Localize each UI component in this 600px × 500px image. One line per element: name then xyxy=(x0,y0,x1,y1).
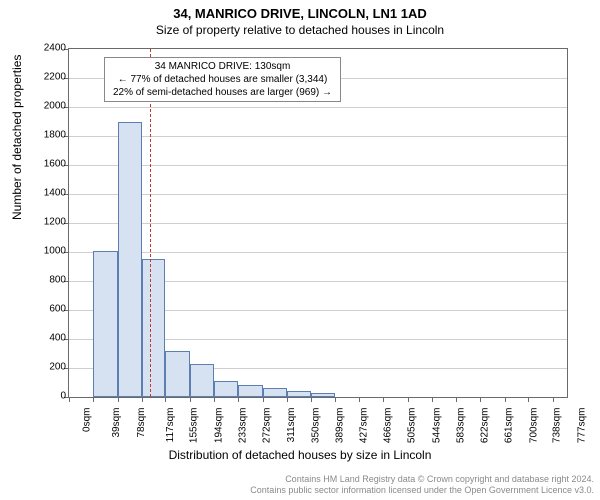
xtick-mark xyxy=(93,397,94,402)
xtick-label: 738sqm xyxy=(552,408,563,444)
ytick-label: 1600 xyxy=(26,159,66,170)
xtick-mark xyxy=(480,397,481,402)
xtick-label: 272sqm xyxy=(262,408,273,444)
gridline xyxy=(69,194,567,195)
xtick-mark xyxy=(165,397,166,402)
ytick-label: 1200 xyxy=(26,217,66,228)
annotation-line: 34 MANRICO DRIVE: 130sqm xyxy=(113,60,332,73)
histogram-bar xyxy=(142,259,166,397)
ytick-label: 1400 xyxy=(26,188,66,199)
ytick-label: 2400 xyxy=(26,43,66,54)
annotation-line: 22% of semi-detached houses are larger (… xyxy=(113,86,332,99)
xtick-mark xyxy=(238,397,239,402)
ytick-label: 600 xyxy=(26,304,66,315)
xtick-mark xyxy=(432,397,433,402)
ytick-label: 1000 xyxy=(26,246,66,257)
ytick-label: 2200 xyxy=(26,72,66,83)
histogram-bar xyxy=(214,381,238,397)
histogram-bar xyxy=(311,393,335,397)
annotation-box: 34 MANRICO DRIVE: 130sqm ← 77% of detach… xyxy=(104,57,341,102)
xtick-mark xyxy=(287,397,288,402)
ytick-label: 1800 xyxy=(26,130,66,141)
xtick-mark xyxy=(263,397,264,402)
xtick-label: 194sqm xyxy=(213,408,224,444)
ytick-label: 800 xyxy=(26,275,66,286)
histogram-bar xyxy=(93,251,117,397)
gridline xyxy=(69,223,567,224)
xtick-mark xyxy=(505,397,506,402)
xtick-mark xyxy=(335,397,336,402)
xtick-mark xyxy=(408,397,409,402)
xtick-label: 505sqm xyxy=(407,408,418,444)
title-main: 34, MANRICO DRIVE, LINCOLN, LN1 1AD xyxy=(0,0,600,21)
histogram-bar xyxy=(190,364,214,397)
histogram-bar xyxy=(263,388,287,397)
xtick-label: 583sqm xyxy=(455,408,466,444)
xtick-mark xyxy=(383,397,384,402)
footer-line: Contains public sector information licen… xyxy=(0,485,594,496)
histogram-chart: 34 MANRICO DRIVE: 130sqm ← 77% of detach… xyxy=(68,48,568,398)
annotation-line: ← 77% of detached houses are smaller (3,… xyxy=(113,73,332,86)
xtick-label: 233sqm xyxy=(238,408,249,444)
xtick-mark xyxy=(214,397,215,402)
y-axis-label: Number of detached properties xyxy=(10,55,24,220)
xtick-label: 427sqm xyxy=(358,408,369,444)
xtick-label: 466sqm xyxy=(383,408,394,444)
xtick-mark xyxy=(142,397,143,402)
footer-line: Contains HM Land Registry data © Crown c… xyxy=(0,474,594,485)
gridline xyxy=(69,252,567,253)
gridline xyxy=(69,165,567,166)
ytick-label: 200 xyxy=(26,362,66,373)
ytick-label: 400 xyxy=(26,333,66,344)
xtick-mark xyxy=(118,397,119,402)
xtick-label: 544sqm xyxy=(431,408,442,444)
xtick-mark xyxy=(359,397,360,402)
xtick-label: 117sqm xyxy=(165,408,176,443)
histogram-bar xyxy=(118,122,142,398)
histogram-bar xyxy=(165,351,189,397)
xtick-mark xyxy=(456,397,457,402)
xtick-label: 0sqm xyxy=(81,408,92,432)
xtick-label: 661sqm xyxy=(504,408,515,444)
xtick-label: 700sqm xyxy=(528,408,539,444)
xtick-mark xyxy=(528,397,529,402)
xtick-mark xyxy=(311,397,312,402)
xtick-label: 389sqm xyxy=(335,408,346,444)
gridline xyxy=(69,136,567,137)
title-sub: Size of property relative to detached ho… xyxy=(0,21,600,37)
xtick-mark xyxy=(190,397,191,402)
ytick-label: 2000 xyxy=(26,101,66,112)
xtick-label: 622sqm xyxy=(480,408,491,444)
xtick-label: 78sqm xyxy=(136,408,147,438)
histogram-bar xyxy=(287,391,311,397)
ytick-label: 0 xyxy=(26,391,66,402)
xtick-mark xyxy=(69,397,70,402)
xtick-label: 39sqm xyxy=(111,408,122,438)
xtick-label: 350sqm xyxy=(310,408,321,444)
gridline xyxy=(69,107,567,108)
x-axis-label: Distribution of detached houses by size … xyxy=(0,448,600,462)
xtick-mark xyxy=(553,397,554,402)
histogram-bar xyxy=(238,385,262,397)
attribution-footer: Contains HM Land Registry data © Crown c… xyxy=(0,474,594,496)
xtick-label: 311sqm xyxy=(285,408,296,443)
xtick-label: 777sqm xyxy=(576,408,587,444)
xtick-label: 155sqm xyxy=(189,408,200,444)
